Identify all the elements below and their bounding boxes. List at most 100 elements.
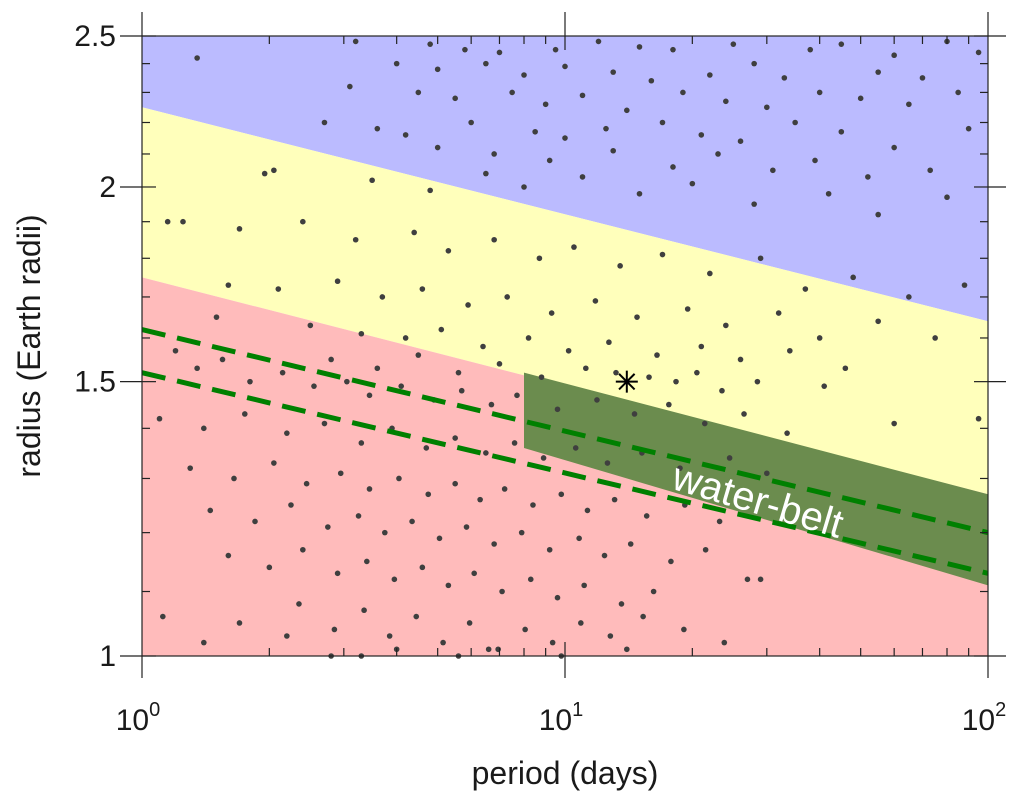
- data-point: [366, 392, 373, 399]
- data-point: [172, 347, 179, 354]
- data-point: [402, 132, 409, 138]
- data-point: [491, 541, 497, 547]
- data-point: [764, 104, 770, 111]
- data-point: [944, 194, 950, 201]
- data-point: [231, 475, 237, 482]
- data-point: [546, 546, 553, 553]
- data-point: [932, 335, 938, 341]
- data-point: [438, 326, 445, 333]
- dashed-line-1: [141, 327, 989, 536]
- data-point: [369, 177, 375, 184]
- data-point: [583, 365, 589, 372]
- data-point: [352, 38, 359, 45]
- data-point: [303, 480, 310, 487]
- data-point: [328, 356, 334, 363]
- data-point: [452, 435, 458, 441]
- data-point: [509, 89, 515, 96]
- points-layer: [156, 38, 982, 659]
- data-point: [624, 646, 630, 653]
- data-point: [716, 518, 723, 525]
- data-point: [334, 570, 341, 577]
- regions-layer: [142, 36, 988, 656]
- data-point: [436, 535, 443, 542]
- data-point: [770, 167, 776, 174]
- data-point: [975, 49, 982, 56]
- data-point: [571, 244, 577, 250]
- data-point: [440, 639, 446, 646]
- data-point: [842, 365, 849, 372]
- data-point: [668, 558, 674, 565]
- data-point: [504, 294, 510, 300]
- data-point: [187, 465, 193, 471]
- data-point: [592, 298, 599, 304]
- data-point: [180, 218, 186, 225]
- data-point: [311, 383, 317, 389]
- data-point: [337, 470, 344, 477]
- data-point: [296, 601, 302, 607]
- data-point: [906, 101, 912, 108]
- data-point: [266, 564, 273, 571]
- data-point: [719, 387, 725, 394]
- data-point: [501, 486, 508, 492]
- data-point: [213, 314, 220, 320]
- data-point: [606, 339, 612, 346]
- data-point: [288, 502, 294, 508]
- data-point: [680, 89, 686, 96]
- region-upper: [142, 36, 988, 322]
- data-point: [471, 570, 477, 577]
- data-point: [300, 546, 306, 553]
- region-middle: [142, 107, 988, 495]
- data-point: [300, 218, 306, 225]
- data-point: [816, 89, 823, 96]
- data-point: [906, 294, 912, 300]
- data-point: [812, 157, 818, 164]
- data-point: [554, 594, 561, 601]
- data-point: [684, 306, 691, 312]
- data-point: [816, 335, 823, 341]
- data-point: [225, 552, 232, 559]
- data-point: [618, 601, 625, 607]
- data-point: [325, 524, 331, 530]
- data-point: [445, 582, 452, 589]
- data-point: [382, 529, 388, 536]
- data-point: [247, 378, 253, 385]
- data-point: [673, 378, 679, 385]
- y-tick-label: 1: [99, 640, 116, 673]
- data-point: [271, 167, 277, 174]
- data-point: [659, 251, 666, 258]
- data-point: [558, 491, 565, 498]
- data-point: [594, 397, 600, 403]
- data-point: [562, 135, 568, 141]
- data-point: [603, 125, 609, 132]
- data-point: [576, 535, 582, 542]
- data-point: [452, 480, 458, 487]
- data-point: [707, 72, 713, 78]
- data-point: [617, 263, 623, 269]
- data-point: [643, 513, 650, 519]
- data-point: [530, 502, 536, 508]
- data-point: [236, 226, 243, 232]
- data-point: [975, 415, 982, 422]
- data-point: [160, 613, 166, 620]
- data-point: [723, 322, 729, 329]
- data-point: [344, 378, 350, 385]
- data-point: [374, 125, 381, 132]
- dashed-line-2: [141, 370, 989, 576]
- data-point: [427, 187, 433, 194]
- data-point: [721, 639, 728, 646]
- data-point: [527, 576, 534, 583]
- data-point: [875, 211, 881, 218]
- data-point: [723, 98, 729, 105]
- data-point: [741, 411, 747, 417]
- data-point: [891, 52, 897, 59]
- data-point: [194, 55, 200, 61]
- data-point: [634, 314, 640, 320]
- data-point: [689, 180, 696, 187]
- data-point: [875, 69, 881, 75]
- data-point: [792, 119, 798, 126]
- data-point: [413, 613, 420, 620]
- data-point: [757, 576, 764, 583]
- data-point: [548, 310, 555, 316]
- data-point: [624, 107, 630, 114]
- data-point: [419, 286, 426, 292]
